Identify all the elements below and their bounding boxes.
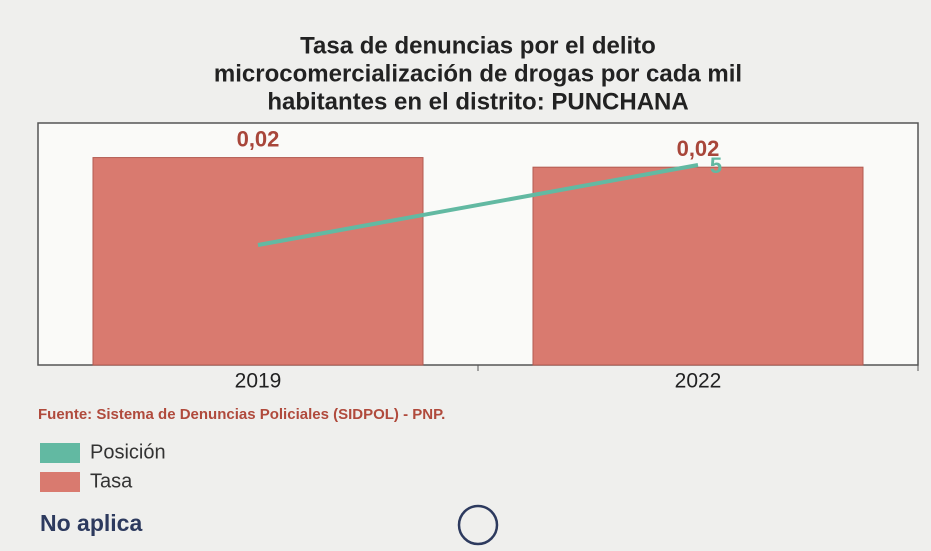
chart-title: habitantes en el distrito: PUNCHANA	[267, 88, 688, 115]
option-circle	[457, 504, 499, 546]
data-label: 0,02	[677, 136, 720, 161]
legend-label: Tasa	[90, 470, 133, 492]
line	[257, 163, 699, 247]
data-label: 0,02	[237, 126, 280, 151]
chart-title: microcomercialización de drogas por cada…	[214, 60, 742, 87]
bar	[532, 166, 864, 366]
note: No aplica	[40, 510, 142, 536]
legend-swatch	[40, 472, 80, 492]
x-tick-label: 2022	[675, 370, 722, 393]
x-tick-label: 2019	[235, 370, 282, 393]
legend-swatch	[40, 443, 80, 463]
legend-label: Posición	[90, 441, 166, 463]
data-label: 5	[710, 153, 722, 178]
source: Fuente: Sistema de Denuncias Policiales …	[38, 406, 445, 423]
chart-title: Tasa de denuncias por el delito	[300, 32, 656, 59]
bar	[92, 157, 424, 366]
